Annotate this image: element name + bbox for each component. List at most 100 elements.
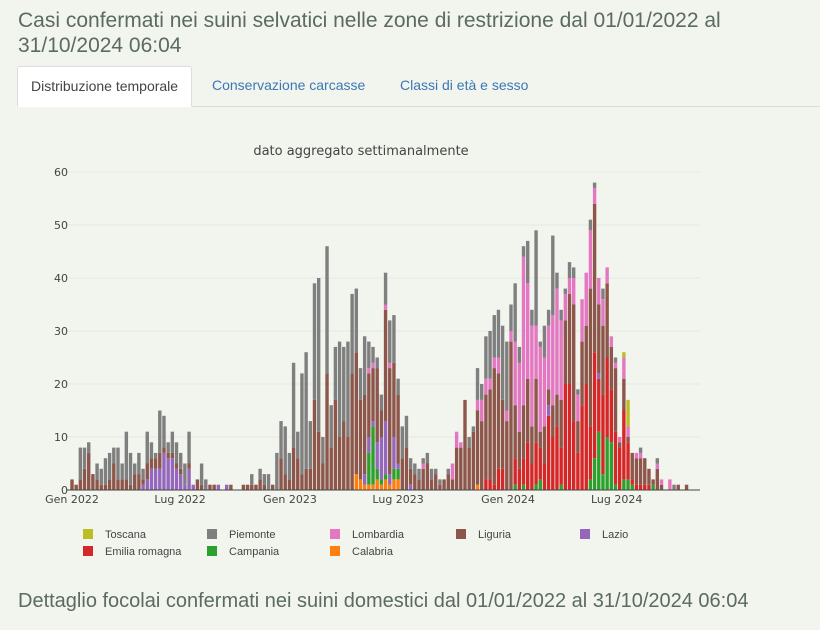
bar-lazio[interactable] [158,468,162,490]
bar-liguria[interactable] [400,458,404,490]
bar-liguria[interactable] [212,484,216,490]
bar-piemonte[interactable] [149,442,154,459]
bar-piemonte[interactable] [174,442,179,464]
bar-piemonte[interactable] [425,452,430,464]
bar-campania[interactable] [534,484,538,490]
bar-lombardia[interactable] [617,437,622,443]
bar-piemonte[interactable] [534,230,538,326]
bar-piemonte[interactable] [153,452,158,459]
bar-liguria[interactable] [559,399,563,448]
bar-piemonte[interactable] [304,352,308,469]
bar-piemonte[interactable] [329,405,333,448]
bar-emilia-romagna[interactable] [605,357,609,438]
bar-lazio[interactable] [367,437,371,453]
bar-lombardia[interactable] [567,278,572,294]
bar-liguria[interactable] [270,484,275,490]
bar-liguria[interactable] [659,484,664,490]
bar-piemonte[interactable] [471,426,476,432]
bar-piemonte[interactable] [107,452,112,480]
bar-liguria[interactable] [676,484,680,490]
bar-piemonte[interactable] [204,479,208,490]
bar-piemonte[interactable] [141,468,145,480]
bar-piemonte[interactable] [262,474,267,485]
bar-liguria[interactable] [337,437,342,490]
bar-piemonte[interactable] [480,384,484,400]
bar-liguria[interactable] [655,468,660,490]
bar-emilia-romagna[interactable] [484,479,488,490]
bar-piemonte[interactable] [358,368,363,400]
bar-lombardia[interactable] [521,256,526,406]
bar-emilia-romagna[interactable] [500,468,505,490]
bar-piemonte[interactable] [296,431,300,459]
bar-piemonte[interactable] [250,474,254,485]
bar-lombardia[interactable] [450,463,455,480]
bar-liguria[interactable] [392,362,396,437]
bar-campania[interactable] [613,484,618,490]
bar-piemonte[interactable] [638,447,643,453]
bar-liguria[interactable] [316,431,321,490]
bar-piemonte[interactable] [166,442,170,453]
bar-emilia-romagna[interactable] [597,378,601,432]
bar-piemonte[interactable] [137,452,141,475]
bar-piemonte[interactable] [559,309,563,321]
bar-emilia-romagna[interactable] [576,452,580,490]
bar-piemonte[interactable] [542,325,547,358]
bar-campania[interactable] [371,426,375,485]
bar-emilia-romagna[interactable] [526,442,530,490]
bar-liguria[interactable] [229,484,233,490]
bar-campania[interactable] [588,479,593,490]
bar-lazio[interactable] [153,468,158,490]
bar-lazio[interactable] [375,442,379,469]
bar-piemonte[interactable] [505,341,509,411]
bar-campania[interactable] [367,452,371,485]
bar-lazio[interactable] [149,468,154,490]
bar-liguria[interactable] [651,479,655,485]
bar-piemonte[interactable] [429,468,434,480]
bar-liguria[interactable] [413,474,417,490]
bar-liguria[interactable] [375,368,379,443]
bar-piemonte[interactable] [500,325,505,400]
bar-piemonte[interactable] [396,378,400,395]
bar-liguria[interactable] [404,447,409,490]
bar-liguria[interactable] [417,479,421,490]
bar-liguria[interactable] [571,304,576,422]
bar-liguria[interactable] [622,378,626,411]
bar-emilia-romagna[interactable] [492,484,496,490]
bar-liguria[interactable] [99,484,103,490]
bar-emilia-romagna[interactable] [563,384,568,490]
bar-emilia-romagna[interactable] [534,442,538,485]
bar-lazio[interactable] [392,437,396,469]
bar-lazio[interactable] [408,484,413,490]
bar-piemonte[interactable] [258,468,262,480]
bar-liguria[interactable] [526,378,530,443]
bar-liguria[interactable] [454,447,459,490]
bar-liguria[interactable] [509,341,513,490]
bar-calabria[interactable] [375,479,379,490]
bar-liguria[interactable] [128,484,133,490]
bar-liguria[interactable] [346,437,350,490]
bar-liguria[interactable] [459,447,463,490]
bar-liguria[interactable] [145,463,149,480]
bar-lombardia[interactable] [559,320,563,400]
bar-liguria[interactable] [438,484,442,490]
bar-piemonte[interactable] [408,458,413,469]
bar-piemonte[interactable] [321,437,325,464]
bar-emilia-romagna[interactable] [513,458,517,485]
bar-piemonte[interactable] [588,219,593,231]
bar-liguria[interactable] [350,373,354,490]
bar-emilia-romagna[interactable] [567,384,572,490]
bar-piemonte[interactable] [551,235,555,316]
bar-piemonte[interactable] [484,336,488,379]
bar-piemonte[interactable] [187,431,191,464]
bar-emilia-romagna[interactable] [555,426,559,490]
bar-calabria[interactable] [392,479,396,490]
bar-lombardia[interactable] [659,479,664,485]
bar-lombardia[interactable] [551,315,555,406]
bar-piemonte[interactable] [145,431,149,464]
bar-liguria[interactable] [446,474,450,490]
bar-liguria[interactable] [434,474,438,490]
bar-liguria[interactable] [296,458,300,490]
bar-liguria[interactable] [408,468,413,485]
bar-liguria[interactable] [429,479,434,490]
bar-piemonte[interactable] [116,447,120,480]
